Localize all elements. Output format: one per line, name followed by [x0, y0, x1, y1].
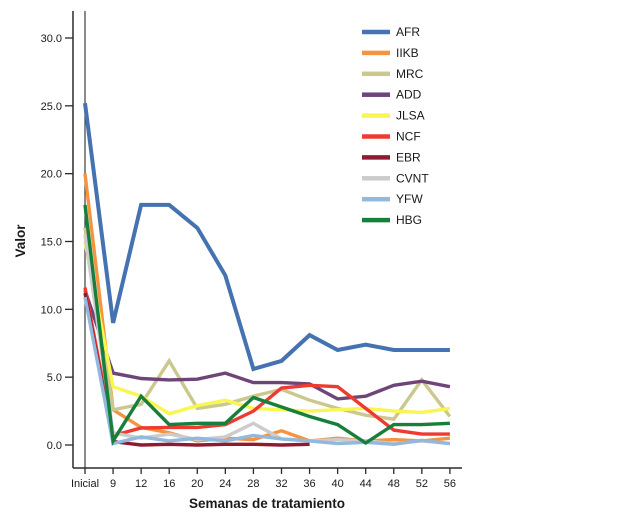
- x-tick-label: 24: [219, 478, 231, 490]
- series-line-ADD: [83, 289, 451, 401]
- x-tick-label: Inicial: [71, 478, 99, 490]
- y-tick-label: 30.0: [41, 33, 62, 45]
- series-line-YFW: [83, 296, 451, 447]
- legend-label-HBG: HBG: [396, 213, 422, 227]
- legend-swatch-YFW: [362, 196, 390, 202]
- x-tick-label: 56: [444, 478, 456, 490]
- legend-label-AFR: AFR: [396, 25, 420, 39]
- x-tick-label: 44: [360, 478, 372, 490]
- x-tick-label: 32: [275, 478, 287, 490]
- legend-label-JLSA: JLSA: [396, 109, 425, 123]
- x-tick-label: 28: [247, 478, 259, 490]
- legend-swatch-ADD: [362, 92, 390, 97]
- legend-swatch-CVNT: [362, 176, 390, 181]
- x-tick-label: 52: [416, 478, 428, 490]
- x-axis-title: Semanas de tratamiento: [189, 496, 345, 511]
- x-tick-label: 16: [163, 478, 175, 490]
- legend-label-EBR: EBR: [396, 150, 421, 164]
- y-tick-label: 5.0: [47, 372, 62, 384]
- legend-swatch-IIKB: [362, 50, 390, 56]
- x-tick-label: 9: [110, 478, 116, 490]
- y-tick-label: 10.0: [41, 304, 62, 316]
- legend-swatch-HBG: [362, 217, 390, 223]
- legend-swatch-MRC: [362, 71, 390, 77]
- x-tick-label: 36: [303, 478, 315, 490]
- legend-swatch-NCF: [362, 134, 390, 139]
- x-tick-label: 20: [191, 478, 203, 490]
- series-line-JLSA: [83, 241, 451, 416]
- x-tick-label: 40: [332, 478, 344, 490]
- legend-label-IIKB: IIKB: [396, 46, 419, 60]
- y-tick-label: 0.0: [47, 440, 62, 452]
- legend-label-NCF: NCF: [396, 130, 421, 144]
- legend-label-MRC: MRC: [396, 67, 424, 81]
- legend-label-CVNT: CVNT: [396, 171, 429, 185]
- series-line-MRC: [83, 227, 452, 422]
- x-tick-label: 48: [388, 478, 400, 490]
- y-axis-title: Valor: [13, 224, 28, 258]
- y-tick-label: 25.0: [41, 101, 62, 113]
- legend-swatch-EBR: [362, 155, 390, 160]
- legend-label-YFW: YFW: [396, 192, 423, 206]
- legend-label-ADD: ADD: [396, 88, 422, 102]
- y-tick-label: 15.0: [41, 236, 62, 248]
- legend-swatch-AFR: [362, 29, 390, 35]
- x-tick-label: 12: [135, 478, 147, 490]
- legend-swatch-JLSA: [362, 113, 390, 118]
- series-line-HBG: [83, 204, 450, 446]
- y-tick-label: 20.0: [41, 169, 62, 181]
- series-line-NCF: [83, 287, 450, 438]
- series-line-AFR: [83, 102, 450, 372]
